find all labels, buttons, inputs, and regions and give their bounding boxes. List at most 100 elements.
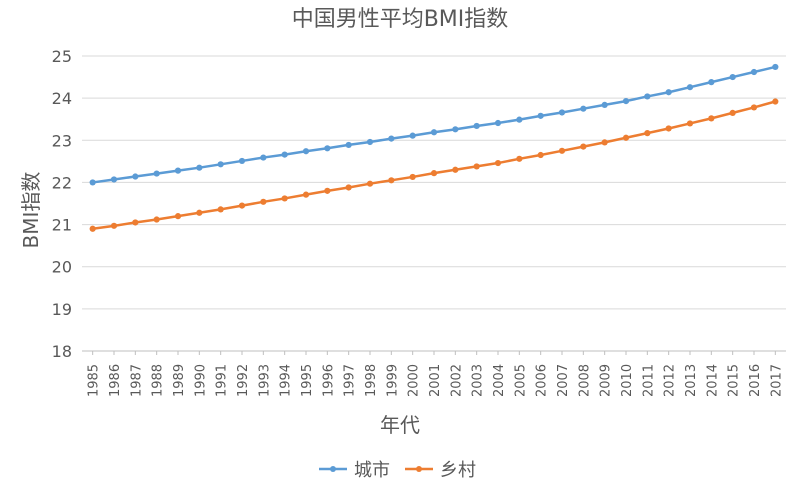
rural-data-point [174,213,182,220]
rural-data-point [601,139,608,146]
rural-data-point [345,184,352,191]
urban-data-point [708,79,715,86]
x-tick-label: 1990 [193,364,208,397]
legend-urban-marker [330,466,336,472]
rural-data-point [217,206,224,213]
urban-data-point [324,145,331,152]
grid-lines [82,55,786,352]
x-tick-label: 1994 [279,364,294,397]
x-tick-label: 2017 [769,364,784,397]
rural-data-point [644,130,651,137]
rural-data-point [196,209,203,216]
x-tick-label: 1986 [108,364,123,397]
urban-data-point [153,170,160,177]
rural-data-point [494,159,502,167]
urban-data-point [260,154,267,161]
y-tick-label: 18 [52,342,72,361]
rural-data-point [153,216,160,223]
urban-data-point [452,126,459,133]
chart-title: 中国男性平均BMI指数 [292,7,509,32]
rural-data-point [260,198,267,205]
rural-data-point [324,187,331,194]
rural-data-point [729,109,736,116]
y-tick-label: 24 [52,89,72,108]
y-axis-title: BMI指数 [19,172,43,249]
urban-data-point [89,179,96,186]
urban-data-point [516,116,523,123]
y-tick-label: 20 [52,258,72,277]
rural-data-point [537,151,544,159]
urban-data-point [281,151,288,158]
x-tick-label: 2005 [513,364,528,397]
x-tick-label: 2012 [663,364,678,397]
rural-data-point [409,173,416,181]
x-tick-label: 2003 [471,364,486,397]
x-tick-label: 2008 [577,364,592,397]
x-tick-label: 1999 [385,364,400,397]
x-tick-label: 2001 [428,364,443,397]
legend-urban-label: 城市 [354,460,390,481]
series-lines [89,63,779,232]
series-line-urban [91,65,777,184]
legend: 城市 乡村 [319,460,476,481]
rural-data-point [772,98,779,105]
urban-data-point [430,129,438,136]
y-tick-label: 19 [52,300,72,319]
x-tick-label: 2013 [684,364,699,397]
rural-data-point [580,143,587,150]
x-tick-label: 1992 [236,364,251,397]
x-tick-label: 1995 [300,364,315,397]
urban-data-point [601,101,608,108]
urban-data-point [196,164,203,171]
x-tick-label: 2004 [492,364,507,397]
rural-data-point [516,155,523,162]
x-tick-label: 1985 [87,364,102,397]
x-tick-label: 2007 [556,364,571,397]
rural-data-point [110,222,118,229]
urban-data-point [558,109,566,116]
rural-data-point [622,134,630,141]
x-tick-label: 1996 [321,364,336,397]
urban-data-point [132,173,139,180]
y-tick-label: 21 [52,216,72,235]
urban-data-point [665,89,672,96]
urban-data-point [409,132,416,139]
x-tick-label: 1991 [215,364,230,397]
rural-data-point [281,195,288,202]
rural-data-point [452,166,459,173]
urban-data-point [174,167,182,174]
urban-data-point [750,68,758,76]
x-tick-label: 2015 [727,364,742,397]
x-tick-label: 1988 [151,364,166,397]
urban-data-point [110,176,118,183]
urban-data-point [302,148,310,155]
rural-data-point [430,170,438,177]
urban-data-point [238,157,246,165]
legend-rural-label: 乡村 [440,460,476,481]
urban-data-point [729,73,736,81]
rural-data-point [750,104,758,111]
rural-data-point [708,115,715,122]
y-tick-label: 23 [52,131,72,150]
series-line-rural [91,100,777,231]
urban-data-point [345,141,352,149]
x-tick-label: 1987 [129,364,144,397]
x-tick-label: 2002 [449,364,464,397]
urban-data-point [366,138,374,146]
x-tick-label: 2000 [407,364,422,397]
x-axis-title: 年代 [380,413,420,437]
y-tick-label: 22 [52,173,72,192]
rural-data-point [302,191,310,198]
x-tick-label: 1998 [364,364,379,397]
rural-data-point [388,177,395,184]
y-tick-label: 25 [52,47,72,66]
urban-data-point [622,97,630,105]
x-tick-label: 2016 [748,364,763,397]
axes: 18 19 20 21 22 23 24 25 1985 1986 1987 1988 1989 1990… [52,47,786,397]
rural-data-point [473,163,480,170]
urban-data-point [644,93,651,100]
x-tick-label: 1993 [257,364,272,397]
x-tick-label: 2010 [620,364,635,397]
rural-data-point [89,225,96,232]
